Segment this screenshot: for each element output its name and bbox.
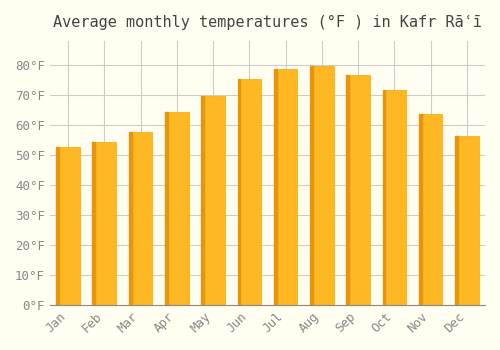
Bar (419, 113, 422, 305)
Bar (56, 147, 80, 305)
Bar (310, 65, 313, 305)
Bar (346, 75, 349, 305)
Bar (238, 79, 240, 305)
Bar (346, 75, 370, 305)
Bar (419, 113, 442, 305)
Bar (310, 65, 334, 305)
Bar (274, 69, 276, 305)
Bar (382, 90, 406, 305)
Bar (92, 142, 116, 305)
Bar (202, 96, 204, 305)
Bar (238, 79, 261, 305)
Bar (165, 112, 168, 305)
Bar (455, 136, 478, 305)
Bar (382, 90, 386, 305)
Bar (202, 96, 225, 305)
Bar (128, 132, 152, 305)
Title: Average monthly temperatures (°F ) in Kafr Rāʿī: Average monthly temperatures (°F ) in Ka… (53, 15, 482, 30)
Bar (274, 69, 297, 305)
Bar (92, 142, 96, 305)
Bar (128, 132, 132, 305)
Bar (56, 147, 59, 305)
Bar (165, 112, 188, 305)
Bar (455, 136, 458, 305)
